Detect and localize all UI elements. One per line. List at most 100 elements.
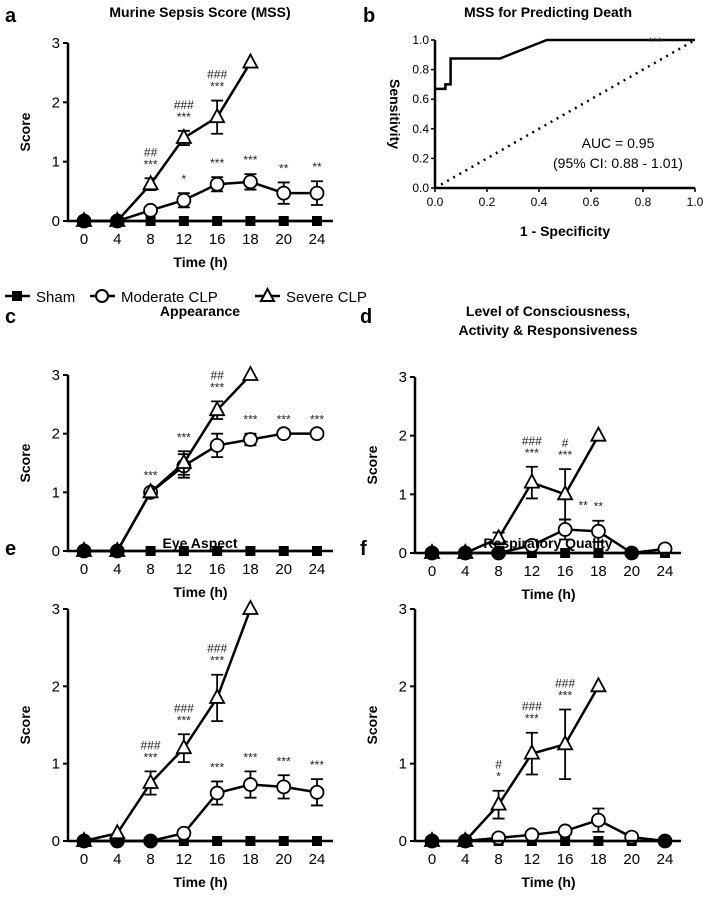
chart-title: Murine Sepsis Score (MSS) <box>109 4 290 20</box>
severe-point <box>556 484 574 501</box>
roc-curve <box>435 38 695 91</box>
y-tick-label: 1 <box>52 484 60 501</box>
x-tick-label: 20 <box>623 851 640 868</box>
y-axis-label: Score <box>364 705 380 744</box>
y-tick-label: 0.4 <box>412 122 429 136</box>
x-tick-label: 8 <box>146 231 154 248</box>
significance-label: *** <box>243 750 257 764</box>
moderate-point <box>309 185 325 201</box>
panel-d: d Level of Consciousness, Activity & Respo… <box>360 303 681 602</box>
moderate-point <box>591 523 606 539</box>
legend-moderate-marker <box>95 289 109 303</box>
severe-point <box>142 773 160 789</box>
x-tick-label: 4 <box>461 563 469 580</box>
x-tick-label: 24 <box>309 561 326 578</box>
x-axis-label: Time (h) <box>521 586 575 602</box>
chart-title: Activity & Responsiveness <box>459 322 638 338</box>
y-axis-label: Score <box>17 443 33 482</box>
x-tick-label: 0 <box>80 561 88 578</box>
significance-label: *** <box>210 80 224 94</box>
x-tick-label: 20 <box>275 851 292 868</box>
moderate-point <box>243 777 258 792</box>
significance-label: ### <box>174 701 194 715</box>
panel-label: c <box>5 306 16 328</box>
severe-point <box>208 400 226 417</box>
moderate-line <box>84 432 317 553</box>
y-tick-label: 2 <box>52 94 60 111</box>
severe-point <box>75 541 93 557</box>
x-tick-label: 24 <box>657 851 674 868</box>
moderate-point <box>176 192 192 208</box>
x-tick-label: 24 <box>657 563 674 580</box>
moderate-point <box>524 827 540 843</box>
moderate-point <box>276 185 292 201</box>
significance-label: ### <box>522 434 542 448</box>
x-tick-label: 16 <box>209 231 226 248</box>
significance-label: *** <box>177 430 191 444</box>
y-tick-label: 0.8 <box>412 63 429 77</box>
x-tick-label: 0.6 <box>583 195 600 209</box>
x-axis-label: Time (h) <box>521 874 575 890</box>
significance-label: ### <box>522 700 542 714</box>
significance-label: *** <box>525 446 539 460</box>
significance-label: *** <box>243 153 257 167</box>
x-tick-label: 4 <box>113 231 121 248</box>
severe-point <box>208 107 226 124</box>
severe-point <box>75 831 93 847</box>
x-axis-label: Time (h) <box>173 254 227 270</box>
significance-label: *** <box>648 35 662 49</box>
ci-text: (95% CI: 0.88 - 1.01) <box>553 155 683 171</box>
chart-title: Respiratory Quality <box>483 535 612 551</box>
chart-title: Level of Consciousness, <box>466 303 630 319</box>
legend-moderate: Moderate CLP <box>121 289 218 306</box>
severe-line <box>84 61 252 223</box>
legend-sham-marker <box>12 291 22 301</box>
legend: Sham Moderate CLP Severe CLP <box>5 286 367 306</box>
axes <box>413 609 681 843</box>
x-tick-label: 0 <box>80 231 88 248</box>
x-tick-label: 0 <box>428 851 436 868</box>
moderate-point <box>309 784 325 800</box>
y-tick-label: 3 <box>399 369 407 386</box>
moderate-point <box>143 202 158 218</box>
x-tick-label: 18 <box>242 561 259 578</box>
significance-label: ## <box>210 368 224 382</box>
significance-label: *** <box>177 713 191 727</box>
x-tick-label: 16 <box>557 563 574 580</box>
significance-label: ### <box>141 738 161 752</box>
x-tick-label: 16 <box>557 851 574 868</box>
x-tick-label: 20 <box>275 231 292 248</box>
y-tick-label: 0.0 <box>412 181 429 195</box>
significance-label: *** <box>310 758 324 772</box>
x-tick-label: 18 <box>242 851 259 868</box>
moderate-point <box>176 825 192 841</box>
y-tick-label: 3 <box>399 601 407 618</box>
x-tick-label: 12 <box>176 851 193 868</box>
significance-label: *** <box>144 157 158 171</box>
severe-point <box>423 543 441 559</box>
moderate-point <box>209 437 225 453</box>
significance-label: ### <box>555 677 575 691</box>
auc-text: AUC = 0.95 <box>582 135 655 151</box>
moderate-point <box>276 426 292 442</box>
legend-sham: Sham <box>36 289 75 306</box>
severe-line <box>432 685 600 843</box>
x-tick-label: 24 <box>309 851 326 868</box>
moderate-point <box>309 426 325 442</box>
y-tick-label: 3 <box>52 601 60 618</box>
x-tick-label: 8 <box>146 851 154 868</box>
y-tick-label: 2 <box>399 678 407 695</box>
x-tick-label: 8 <box>494 851 502 868</box>
significance-label: *** <box>177 110 191 124</box>
x-tick-label: 4 <box>113 851 121 868</box>
significance-label: *** <box>525 712 539 726</box>
x-tick-label: 0 <box>428 563 436 580</box>
y-tick-label: 1 <box>52 154 60 171</box>
moderate-point <box>243 174 258 190</box>
y-tick-label: 1.0 <box>412 33 429 47</box>
y-tick-label: 3 <box>52 35 60 52</box>
x-axis-label: 1 - Specificity <box>520 223 610 239</box>
